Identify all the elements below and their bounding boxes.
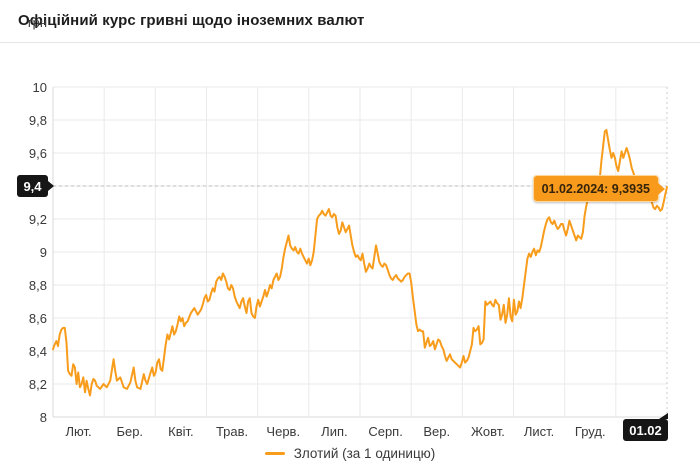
y-tick-label: 10 (32, 80, 47, 95)
x-tick-label: Серп. (368, 424, 403, 439)
x-tick-label: Жовт. (470, 424, 505, 439)
end-date-badge[interactable]: 01.02 (623, 413, 668, 441)
y-tick-label: 8,2 (28, 377, 47, 392)
y-tick-label: 9,6 (28, 146, 47, 161)
legend-line-swatch (264, 452, 285, 455)
x-tick-label: Бер. (116, 424, 144, 439)
y-axis-unit-label: грн (27, 15, 47, 30)
reference-value-badge: 9,4 (17, 175, 54, 197)
header-divider (0, 42, 700, 43)
legend-item-zloty[interactable]: Злотий (за 1 одиницю) (0, 446, 700, 461)
plot-area[interactable] (0, 42, 700, 475)
page-title: Офіційний курс гривні щодо іноземних вал… (18, 12, 365, 29)
rate-line-series (52, 128, 668, 397)
x-tick-label: Трав. (215, 424, 249, 439)
exchange-rate-chart: грн 10 9,8 9,6 9,2 9 8,8 8,6 8,4 8,2 8 Лют. Бер. Кв… (0, 15, 700, 475)
rate-tooltip: 01.02.2024: 9,3935 (532, 175, 666, 202)
grid-lines (52, 86, 667, 418)
x-tick-label: Вер. (423, 424, 451, 439)
legend-label: Злотий (за 1 одиницю) (293, 446, 436, 461)
x-tick-label: Лют. (65, 424, 92, 439)
y-tick-label: 8,4 (28, 344, 47, 359)
y-tick-label: 9,2 (28, 212, 47, 227)
y-tick-label: 8 (39, 410, 47, 425)
x-tick-label: Квіт. (168, 424, 194, 439)
y-tick-label: 9 (39, 245, 47, 260)
x-tick-label: Черв. (266, 424, 301, 439)
y-tick-label: 8,6 (28, 311, 47, 326)
header: Офіційний курс гривні щодо іноземних вал… (0, 0, 700, 42)
y-tick-label: 9,8 (28, 113, 47, 128)
x-tick-label: Лип. (321, 424, 348, 439)
x-tick-label: Лист. (523, 424, 555, 439)
x-tick-label: Груд. (574, 424, 606, 439)
y-tick-label: 8,8 (28, 278, 47, 293)
rate-tooltip-text: 01.02.2024: 9,3935 (541, 181, 650, 196)
